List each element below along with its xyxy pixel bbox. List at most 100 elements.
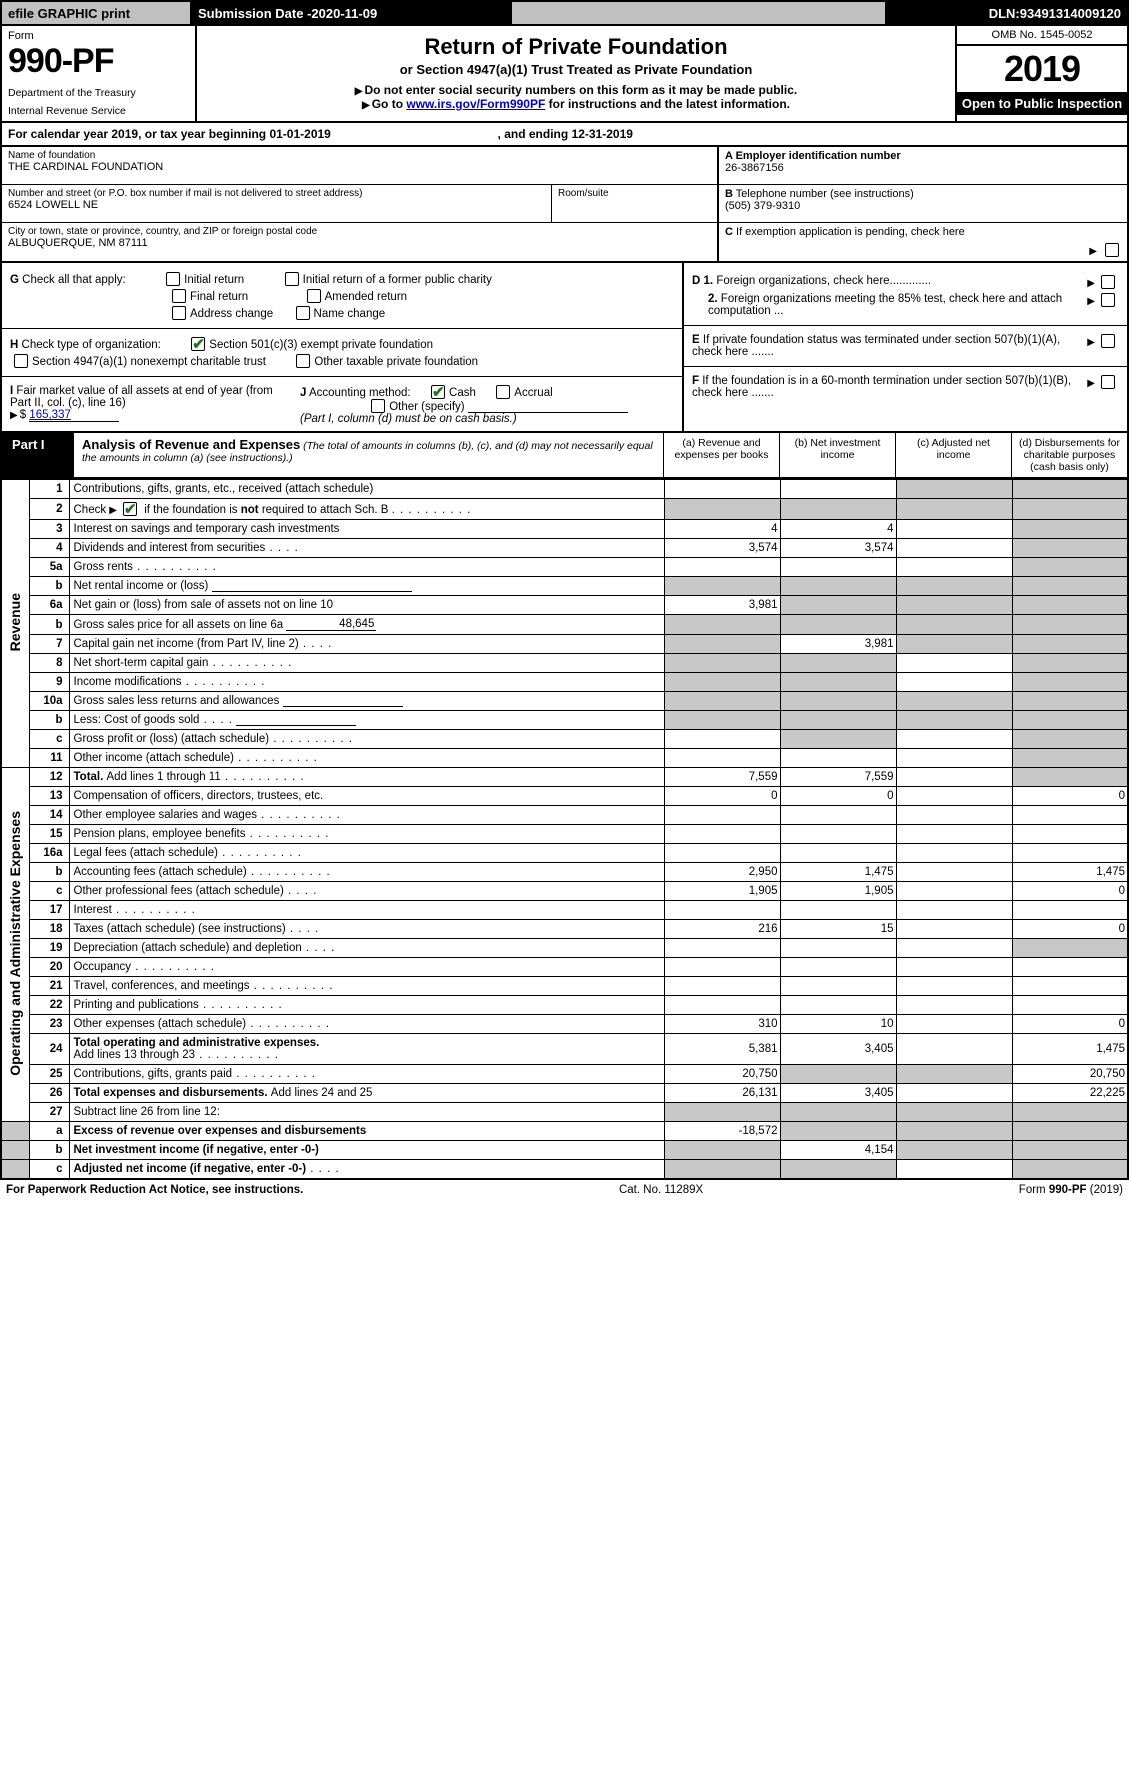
- h-row-2: Section 4947(a)(1) nonexempt charitable …: [10, 354, 674, 368]
- form-note-1: Do not enter social security numbers on …: [209, 83, 943, 97]
- tax-year: 2019: [957, 46, 1127, 92]
- col-b-header: (b) Net investment income: [779, 433, 895, 477]
- arrow-icon: [1087, 336, 1097, 348]
- submission-date: Submission Date - 2020-11-09: [192, 2, 512, 24]
- table-row: 10a Gross sales less returns and allowan…: [1, 692, 1128, 711]
- subdate-label: Submission Date -: [198, 6, 311, 21]
- ein-value: 26-3867156: [725, 162, 1121, 174]
- form-header: Form 990-PF Department of the Treasury I…: [0, 26, 1129, 123]
- table-row: Operating and Administrative Expenses 12…: [1, 768, 1128, 787]
- checkbox-d1[interactable]: [1101, 275, 1115, 289]
- topbar-spacer: [512, 2, 887, 24]
- city-state-zip: ALBUQUERQUE, NM 87111: [8, 237, 711, 249]
- dln: DLN: 93491314009120: [887, 2, 1127, 24]
- dln-value: 93491314009120: [1020, 6, 1121, 21]
- dept-treasury: Department of the Treasury: [8, 87, 189, 99]
- d2-row: 2. Foreign organizations meeting the 85%…: [692, 293, 1119, 317]
- table-row: 9 Income modifications: [1, 673, 1128, 692]
- table-row: Revenue 1 Contributions, gifts, grants, …: [1, 480, 1128, 499]
- checkbox-accrual[interactable]: [496, 385, 510, 399]
- revenue-section-label: Revenue: [1, 480, 29, 768]
- table-row: b Net investment income (if negative, en…: [1, 1141, 1128, 1160]
- table-row: 7 Capital gain net income (from Part IV,…: [1, 635, 1128, 654]
- table-row: 4 Dividends and interest from securities…: [1, 539, 1128, 558]
- table-row: 26 Total expenses and disbursements. Add…: [1, 1084, 1128, 1103]
- arrow-icon: [1087, 277, 1097, 289]
- g-row-3: Address change Name change: [10, 306, 674, 320]
- checkbox-501c3[interactable]: [191, 337, 205, 351]
- exemption-pending-row: C If exemption application is pending, c…: [719, 223, 1127, 261]
- part-i-table: Revenue 1 Contributions, gifts, grants, …: [0, 479, 1129, 1180]
- omb-number: OMB No. 1545-0052: [957, 26, 1127, 46]
- arrow-icon: [1089, 245, 1099, 257]
- footer-cat: Cat. No. 11289X: [619, 1184, 703, 1196]
- table-row: 11 Other income (attach schedule): [1, 749, 1128, 768]
- checkbox-initial-return[interactable]: [166, 272, 180, 286]
- subdate-value: 2020-11-09: [311, 6, 377, 21]
- table-row: 5a Gross rents: [1, 558, 1128, 577]
- check-blocks: G Check all that apply: Initial return I…: [0, 263, 1129, 433]
- dept-irs: Internal Revenue Service: [8, 105, 189, 117]
- dln-label: DLN:: [989, 6, 1020, 21]
- form-word: Form: [8, 30, 189, 42]
- checkbox-d2[interactable]: [1101, 293, 1115, 307]
- calendar-year-row: For calendar year 2019, or tax year begi…: [0, 123, 1129, 147]
- address-row: Number and street (or P.O. box number if…: [2, 185, 717, 223]
- checkbox-sch-b[interactable]: [123, 502, 137, 516]
- footer-form: Form 990-PF (2019): [1019, 1184, 1123, 1196]
- fmv-link[interactable]: 165,337: [29, 409, 119, 422]
- street-address: 6524 LOWELL NE: [8, 199, 551, 211]
- e-row: E If private foundation status was termi…: [692, 334, 1119, 358]
- open-to-public: Open to Public Inspection: [957, 92, 1127, 115]
- page-footer: For Paperwork Reduction Act Notice, see …: [0, 1180, 1129, 1196]
- checkbox-other-taxable[interactable]: [296, 354, 310, 368]
- table-row: 20 Occupancy: [1, 958, 1128, 977]
- table-row: 16a Legal fees (attach schedule): [1, 844, 1128, 863]
- year-begin: 01-01-2019: [269, 127, 330, 141]
- table-row: 19 Depreciation (attach schedule) and de…: [1, 939, 1128, 958]
- arrow-icon: [1087, 295, 1097, 307]
- form-title: Return of Private Foundation: [209, 34, 943, 60]
- h-row: H Check type of organization: Section 50…: [10, 337, 674, 351]
- checkbox-name-change[interactable]: [296, 306, 310, 320]
- checkbox-final-return[interactable]: [172, 289, 186, 303]
- table-row: 6a Net gain or (loss) from sale of asset…: [1, 596, 1128, 615]
- part-label: Part I: [2, 433, 74, 477]
- table-row: 3 Interest on savings and temporary cash…: [1, 520, 1128, 539]
- checkbox-other-method[interactable]: [371, 399, 385, 413]
- part-desc: Analysis of Revenue and Expenses (The to…: [74, 433, 663, 477]
- col-d-header: (d) Disbursements for charitable purpose…: [1011, 433, 1127, 477]
- city-row: City or town, state or province, country…: [2, 223, 717, 261]
- ein-row: A Employer identification number 26-3867…: [719, 147, 1127, 185]
- foundation-name-row: Name of foundation THE CARDINAL FOUNDATI…: [2, 147, 717, 185]
- table-row: 24 Total operating and administrative ex…: [1, 1034, 1128, 1065]
- checkbox-amended[interactable]: [307, 289, 321, 303]
- form-title-block: Return of Private Foundation or Section …: [197, 26, 957, 121]
- checkbox-f[interactable]: [1101, 375, 1115, 389]
- table-row: 15 Pension plans, employee benefits: [1, 825, 1128, 844]
- table-row: c Gross profit or (loss) (attach schedul…: [1, 730, 1128, 749]
- checkbox-initial-public[interactable]: [285, 272, 299, 286]
- checkbox-c[interactable]: [1105, 243, 1119, 257]
- phone-value: (505) 379-9310: [725, 200, 1121, 212]
- checkbox-cash[interactable]: [431, 385, 445, 399]
- form-number: 990-PF: [8, 42, 189, 81]
- table-row: 8 Net short-term capital gain: [1, 654, 1128, 673]
- form-subtitle: or Section 4947(a)(1) Trust Treated as P…: [209, 62, 943, 77]
- checkbox-4947[interactable]: [14, 354, 28, 368]
- col-c-header: (c) Adjusted net income: [895, 433, 1011, 477]
- table-row: b Net rental income or (loss): [1, 577, 1128, 596]
- f-row: F If the foundation is in a 60-month ter…: [692, 375, 1119, 399]
- g-row: G Check all that apply: Initial return I…: [10, 272, 674, 286]
- table-row: a Excess of revenue over expenses and di…: [1, 1122, 1128, 1141]
- identity-block: Name of foundation THE CARDINAL FOUNDATI…: [0, 147, 1129, 263]
- table-row: b Accounting fees (attach schedule) 2,95…: [1, 863, 1128, 882]
- table-row: 2 Check if the foundation is not require…: [1, 499, 1128, 520]
- year-end: 12-31-2019: [572, 127, 633, 141]
- col-a-header: (a) Revenue and expenses per books: [663, 433, 779, 477]
- table-row: 17 Interest: [1, 901, 1128, 920]
- checkbox-addr-change[interactable]: [172, 306, 186, 320]
- checkbox-e[interactable]: [1101, 334, 1115, 348]
- irs-link[interactable]: www.irs.gov/Form990PF: [406, 97, 545, 111]
- table-row: b Gross sales price for all assets on li…: [1, 615, 1128, 635]
